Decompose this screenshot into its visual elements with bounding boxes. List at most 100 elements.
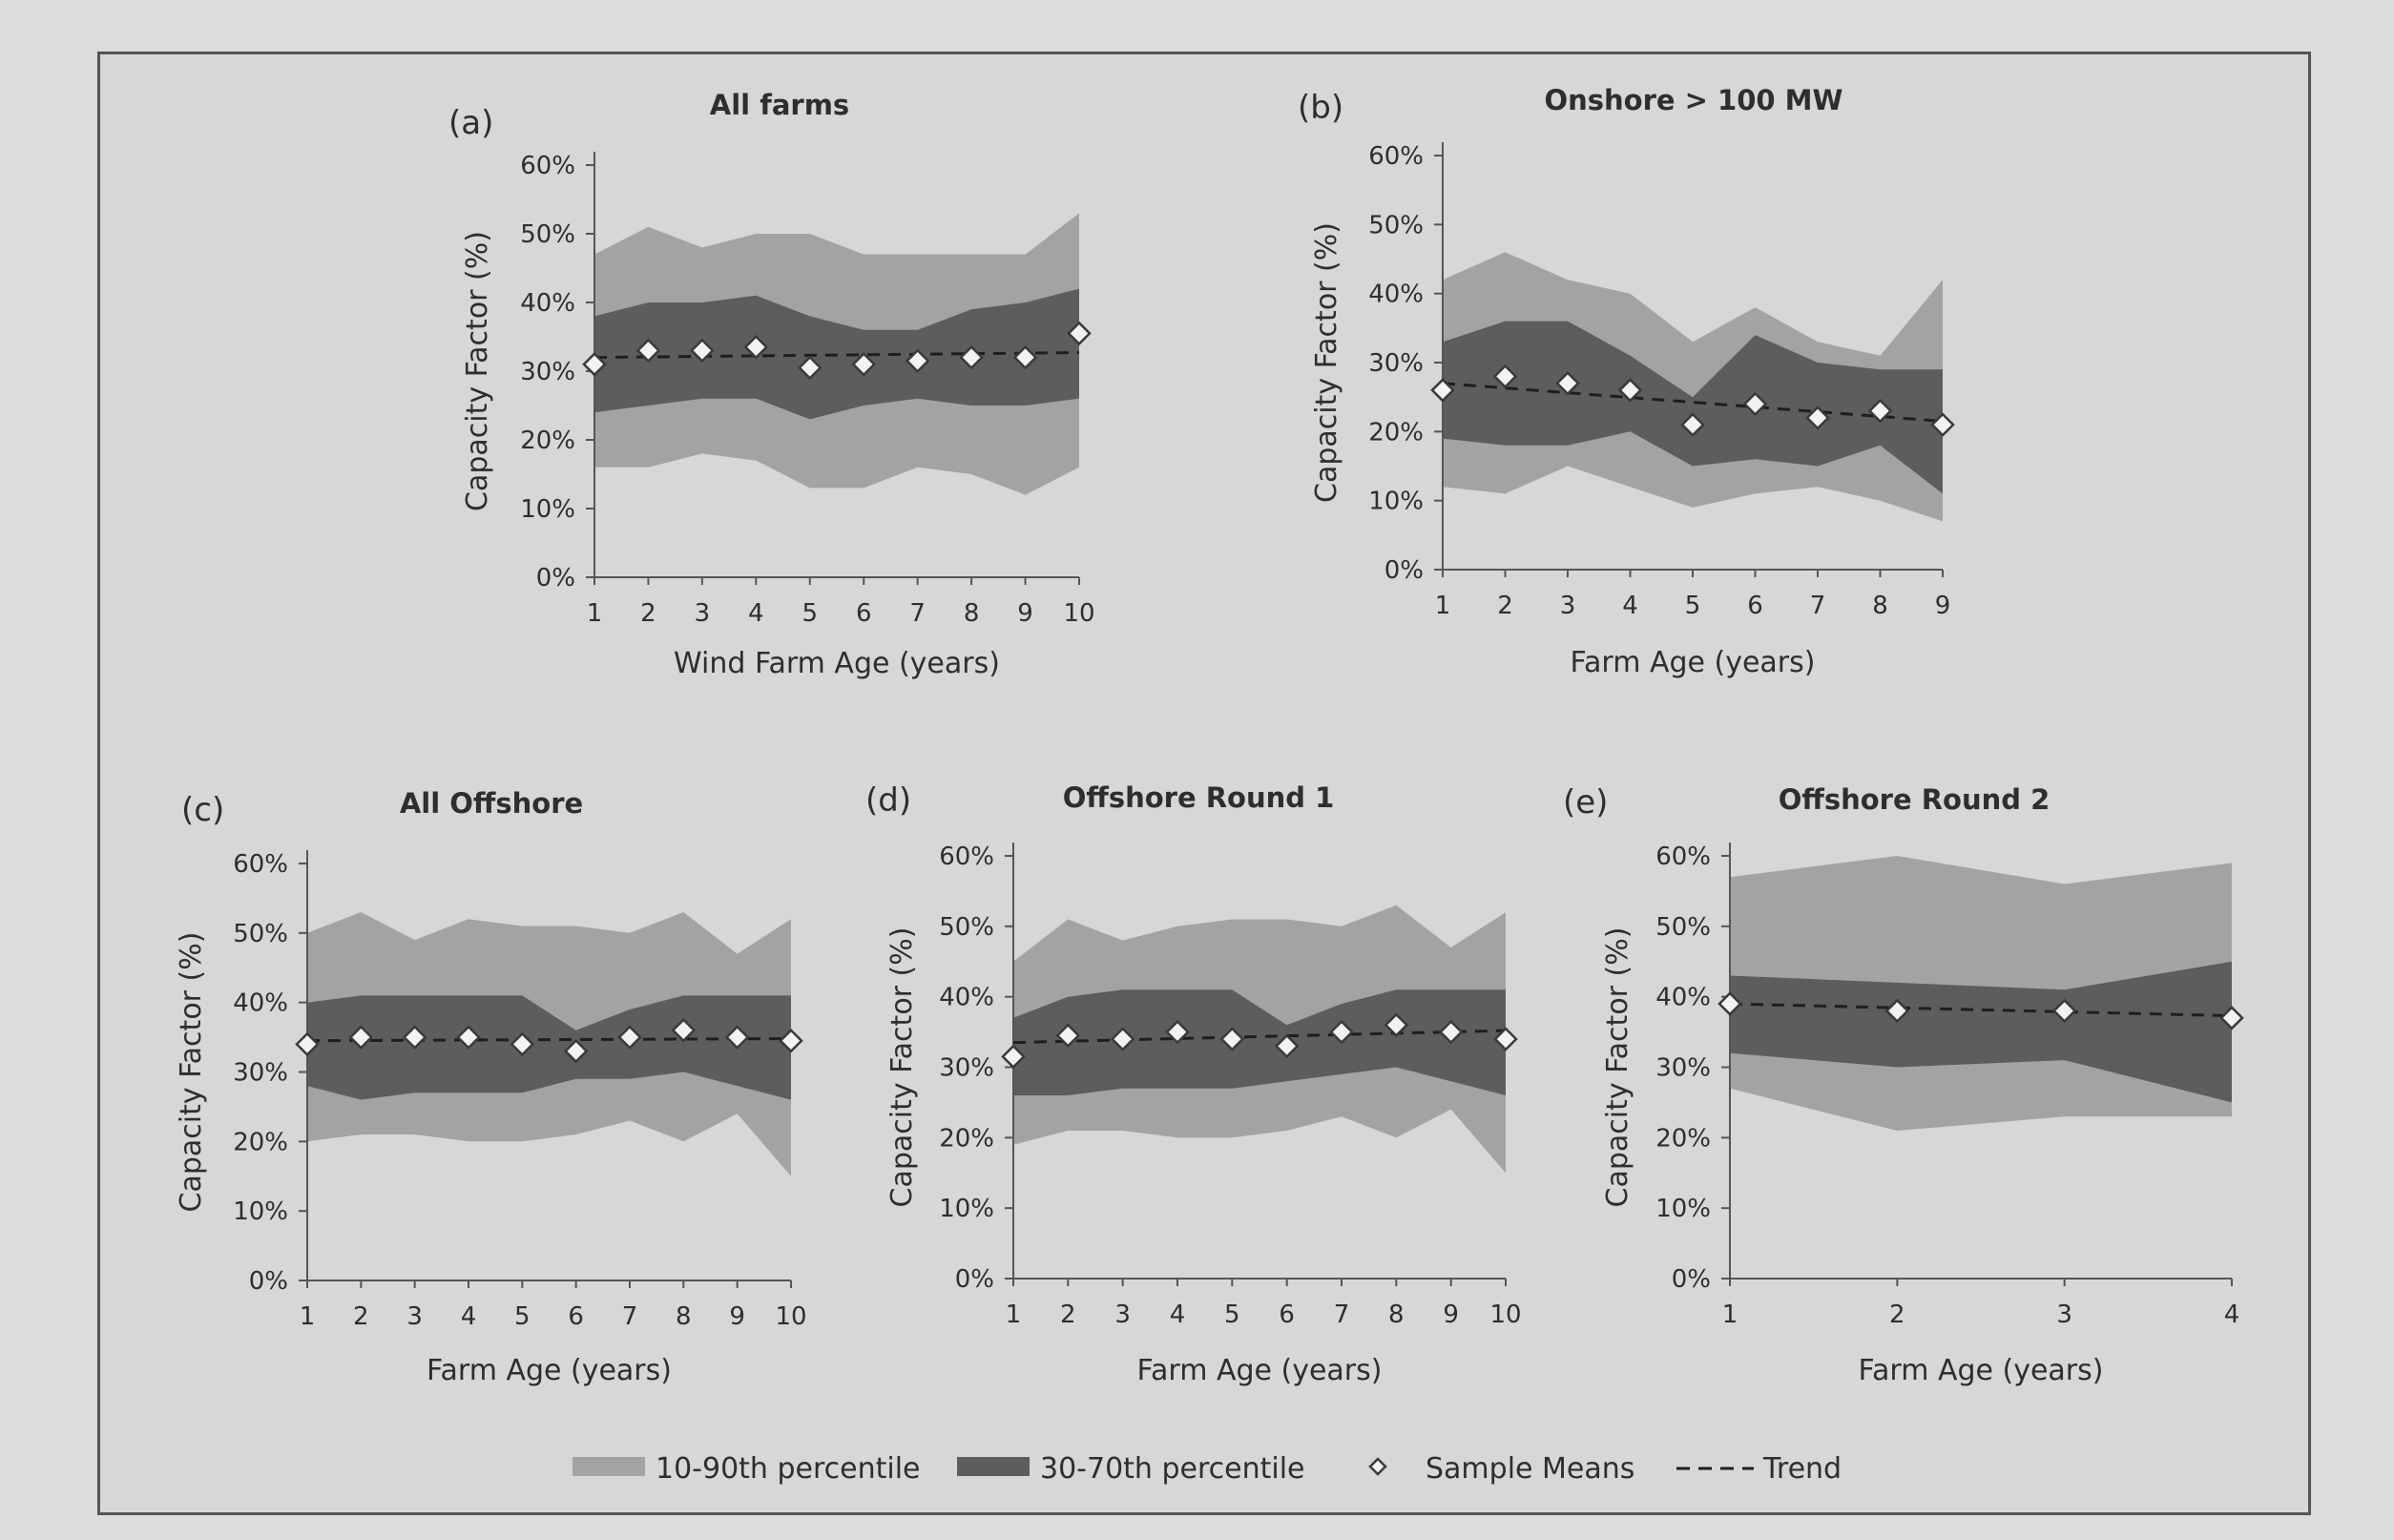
sample-mean-marker (1001, 1044, 1026, 1070)
sample-mean-marker (1430, 378, 1455, 403)
x-tick-label: 3 (1114, 1301, 1131, 1329)
x-tick-label: 9 (1443, 1301, 1459, 1329)
sample-mean-marker (1742, 391, 1768, 417)
panel-title: All Offshore (400, 787, 583, 820)
y-tick-label: 20% (233, 1128, 288, 1156)
sample-mean-marker (959, 344, 984, 370)
band-30-70-panel-b (1443, 321, 1943, 494)
trend-line-panel-a (593, 351, 1080, 360)
x-tick-label: 6 (568, 1302, 584, 1331)
sample-mean-marker (1012, 344, 1038, 370)
x-axis-label: Wind Farm Age (years) (674, 647, 1000, 680)
sample-mean-marker (1055, 1023, 1081, 1049)
panel-title: Offshore Round 2 (1779, 783, 2051, 816)
panel-letter: (c) (181, 791, 224, 829)
sample-mean-marker (1805, 406, 1830, 430)
x-tick-label: 8 (676, 1302, 692, 1331)
x-tick-label: 6 (1747, 592, 1763, 620)
sample-mean-marker (1438, 1019, 1464, 1045)
panel-letter: (d) (865, 781, 911, 820)
x-tick-label: 7 (1334, 1301, 1350, 1329)
x-tick-label: 7 (1810, 592, 1826, 620)
y-tick-label: 10% (520, 495, 575, 524)
sample-mean-marker (690, 338, 715, 364)
sample-mean-marker (779, 1028, 803, 1053)
x-tick-label: 4 (748, 599, 764, 628)
trend-line-panel-d (1012, 1029, 1507, 1045)
legend-trend-label: Trend (1762, 1452, 1842, 1486)
y-tick-label: 50% (939, 913, 994, 942)
x-tick-label: 5 (1685, 592, 1701, 620)
y-tick-label: 20% (1655, 1124, 1711, 1153)
y-tick-label: 0% (1384, 556, 1424, 585)
y-tick-label: 50% (520, 220, 575, 249)
band-30-70-panel-c (307, 995, 791, 1100)
y-tick-label: 40% (520, 289, 575, 318)
x-tick-label: 1 (1006, 1301, 1022, 1329)
legend-inner-swatch (957, 1457, 1030, 1476)
sample-mean-marker (724, 1025, 750, 1050)
y-tick-label: 30% (939, 1054, 994, 1083)
y-tick-label: 40% (1655, 984, 1711, 1012)
sample-mean-marker (851, 352, 876, 377)
sample-mean-marker (1884, 998, 1910, 1024)
y-tick-label: 50% (233, 920, 288, 948)
y-tick-label: 40% (1368, 281, 1424, 309)
x-tick-label: 2 (353, 1302, 369, 1331)
x-axis-label: Farm Age (years) (427, 1354, 672, 1387)
y-tick-label: 50% (1368, 211, 1424, 239)
x-tick-label: 1 (300, 1302, 316, 1331)
x-tick-label: 10 (1489, 1301, 1521, 1329)
x-tick-label: 2 (1060, 1301, 1076, 1329)
x-tick-label: 1 (587, 599, 603, 628)
x-tick-label: 8 (1388, 1301, 1405, 1329)
x-tick-label: 6 (1279, 1301, 1295, 1329)
sample-mean-marker (1384, 1012, 1409, 1037)
x-tick-label: 9 (1017, 599, 1033, 628)
x-tick-label: 5 (802, 599, 819, 628)
y-tick-label: 30% (520, 358, 575, 386)
x-tick-label: 10 (1063, 599, 1094, 628)
sample-mean-marker (1274, 1033, 1300, 1059)
y-tick-label: 0% (1672, 1265, 1711, 1294)
y-tick-label: 20% (1368, 418, 1424, 447)
panel-b: 0% 10% 20% 30% 40% 50% 60% 1 2 3 4 5 6 7 8 9 (b) Onshore … (1298, 84, 1955, 679)
sample-mean-marker (1067, 321, 1092, 346)
panel-c: 0% 10% 20% 30% 40% 50% 60% 1 2 3 4 5 6 7 8 9 10 (c) All Of… (175, 787, 807, 1387)
y-axis-label: Capacity Factor (%) (1310, 222, 1343, 503)
y-axis-label: Capacity Factor (%) (175, 932, 208, 1213)
sample-mean-marker (1165, 1019, 1190, 1045)
sample-mean-marker (1492, 364, 1518, 389)
y-tick-label: 60% (1368, 142, 1424, 171)
y-tick-label: 60% (939, 843, 994, 871)
sample-mean-marker (1680, 412, 1705, 437)
sample-mean-marker (582, 352, 607, 377)
x-tick-label: 9 (729, 1302, 745, 1331)
x-tick-label: 10 (775, 1302, 806, 1331)
x-tick-label: 2 (1889, 1301, 1905, 1329)
y-tick-label: 40% (939, 984, 994, 1012)
sample-mean-marker (1717, 991, 1742, 1016)
y-axis-label: Capacity Factor (%) (885, 927, 919, 1208)
sample-mean-marker (2051, 998, 2077, 1024)
sample-mean-marker (1867, 398, 1893, 424)
sample-mean-marker (1110, 1027, 1135, 1051)
y-tick-label: 10% (233, 1197, 288, 1226)
sample-mean-marker (510, 1031, 535, 1057)
y-tick-label: 20% (520, 427, 575, 455)
x-axis-label: Farm Age (years) (1859, 1354, 2104, 1387)
panel-title: Onshore > 100 MW (1544, 84, 1842, 116)
sample-mean-marker (1930, 412, 1955, 437)
x-axis-label: Farm Age (years) (1571, 646, 1816, 679)
sample-mean-marker (1617, 378, 1643, 403)
sample-mean-marker (1555, 370, 1580, 396)
sample-mean-marker (563, 1038, 589, 1064)
legend-outer-swatch (572, 1457, 645, 1476)
x-tick-label: 2 (640, 599, 656, 628)
panel-letter: (e) (1563, 783, 1608, 822)
panel-letter: (b) (1298, 89, 1343, 127)
x-tick-label: 4 (1622, 592, 1638, 620)
y-tick-label: 0% (955, 1265, 994, 1294)
